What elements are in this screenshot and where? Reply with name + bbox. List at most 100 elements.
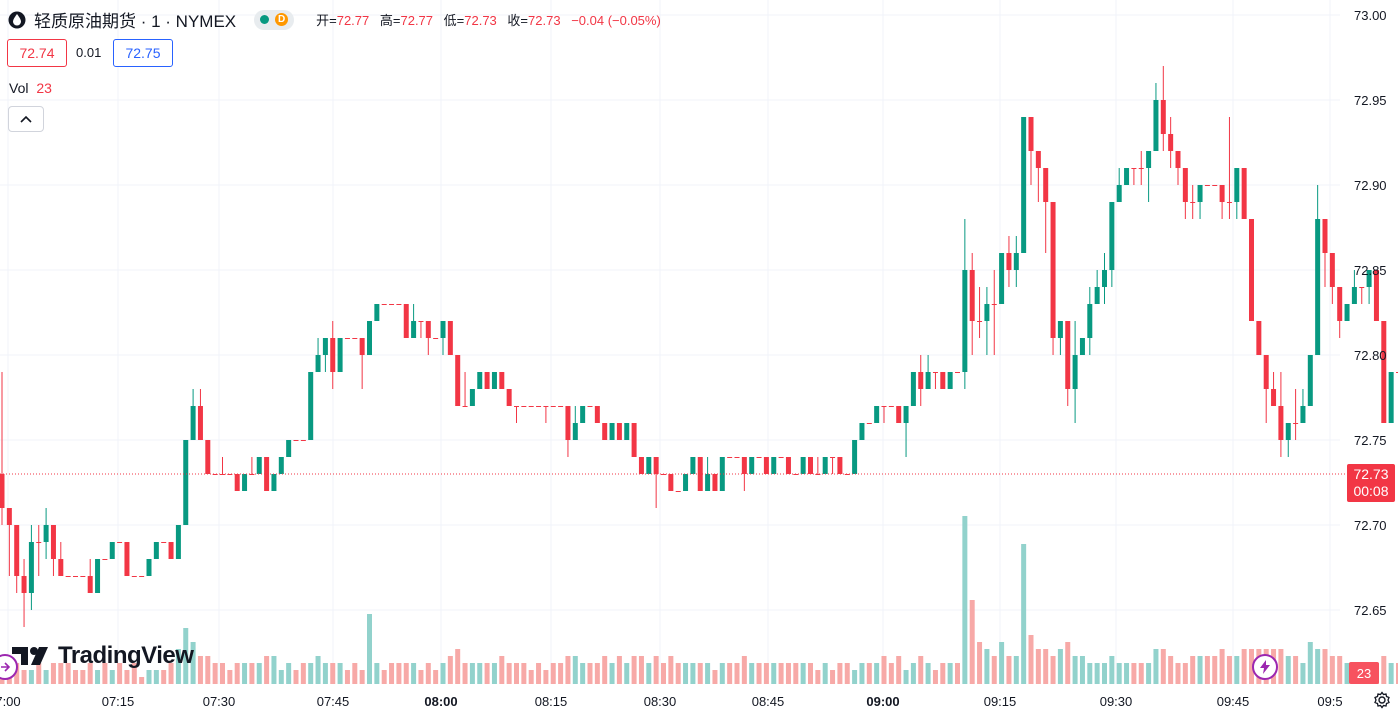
volume-bar (403, 663, 409, 684)
volume-bar (705, 663, 711, 684)
symbol-title[interactable]: 轻质原油期货 · 1 · NYMEX (34, 12, 237, 31)
tradingview-logo[interactable]: TradingView (12, 642, 194, 670)
volume-bar (1293, 656, 1299, 684)
candle-body (881, 406, 887, 407)
candle-body (256, 457, 262, 474)
candle-body (440, 321, 446, 338)
candle-body (1212, 185, 1218, 186)
volume-bar (1006, 656, 1012, 684)
volume-bar (991, 656, 997, 684)
volume-bar (514, 663, 519, 684)
lightning-glyph-icon (1260, 660, 1270, 674)
candle-body (359, 338, 365, 355)
candle-body (969, 270, 975, 321)
candle-body (381, 304, 387, 305)
candle-body (477, 372, 483, 389)
candle-body (1344, 304, 1350, 321)
volume-bar (1131, 663, 1137, 684)
candle-body (808, 457, 813, 474)
candle-body (1072, 355, 1078, 389)
candle-body (227, 474, 233, 475)
volume-bar (1249, 649, 1254, 684)
time-tick-label: 09:45 (1217, 694, 1250, 709)
volume-bar (477, 663, 483, 684)
market-status-pill[interactable]: D (254, 9, 295, 30)
volume-bar (977, 642, 983, 684)
volume-bar (1021, 544, 1027, 684)
collapse-legend-button[interactable] (8, 106, 44, 132)
candle-body (925, 372, 931, 389)
volume-bar (1102, 663, 1107, 684)
volume-bar (793, 663, 799, 684)
volume-bar (800, 663, 806, 684)
time-tick-label: 07:15 (102, 694, 135, 709)
time-tick-label: 08:15 (535, 694, 568, 709)
candle-body (697, 457, 703, 491)
volume-bar (925, 663, 931, 684)
candle-body (683, 474, 689, 491)
volume-bar (690, 663, 696, 684)
candle-body (1396, 372, 1398, 373)
volume-bar (28, 670, 34, 684)
candle-body (315, 355, 321, 372)
candle-body (367, 321, 372, 355)
candle-body (1109, 202, 1115, 270)
candle-body (675, 491, 681, 492)
candle-body (1373, 270, 1379, 321)
volume-bar (1138, 663, 1144, 684)
volume-bar (1094, 663, 1100, 684)
scroll-left-arrow-icon[interactable] (0, 654, 18, 680)
candle-body (874, 406, 880, 423)
chevron-up-icon (20, 115, 32, 123)
time-tick-label: 08:00 (424, 694, 457, 709)
volume-bar (536, 663, 542, 684)
candle-body (58, 559, 64, 576)
settings-gear-icon[interactable] (1370, 688, 1394, 712)
candle-body (197, 406, 203, 440)
volume-bar (712, 670, 718, 684)
candle-body (73, 576, 78, 577)
candle-body (374, 304, 380, 321)
volume-bar (837, 663, 843, 684)
volume-bar (675, 663, 681, 684)
candle-body (139, 576, 145, 577)
candle-body (638, 457, 644, 474)
volume-bar (984, 649, 990, 684)
candle-body (705, 474, 711, 491)
sell-price-button[interactable]: 72.74 (7, 39, 67, 67)
candle-body (1079, 338, 1085, 355)
volume-bar (1160, 649, 1166, 684)
volume-bar (1013, 656, 1019, 684)
volume-bar (550, 663, 556, 684)
volume-bar (102, 663, 108, 684)
volume-bar (455, 649, 461, 684)
candle-body (242, 474, 248, 491)
price-tick-label: 72.90 (1354, 178, 1387, 193)
volume-bar (389, 663, 395, 684)
volume-bar (778, 663, 784, 684)
volume-bar (1204, 656, 1210, 684)
candle-body (462, 406, 468, 407)
candle-body (896, 406, 902, 423)
candle-body (264, 457, 270, 491)
price-tick-label: 72.75 (1354, 433, 1387, 448)
candle-body (146, 559, 152, 576)
lightning-event-icon[interactable] (1252, 654, 1278, 680)
volume-bar (293, 670, 299, 684)
candle-body (616, 423, 622, 440)
high-value: 72.77 (400, 13, 434, 28)
candle-body (543, 406, 549, 407)
volume-bar (1197, 656, 1203, 684)
volume-bar (425, 663, 431, 684)
volume-bar (969, 600, 975, 684)
volume-bar (668, 656, 674, 684)
volume-bar (808, 663, 813, 684)
volume-bar (1124, 663, 1130, 684)
volume-bar (146, 670, 152, 684)
volume-bar (881, 656, 887, 684)
buy-price-button[interactable]: 72.75 (113, 39, 173, 67)
volume-bar (1175, 663, 1181, 684)
close-label: 收= (507, 13, 529, 28)
candle-body (117, 542, 123, 543)
